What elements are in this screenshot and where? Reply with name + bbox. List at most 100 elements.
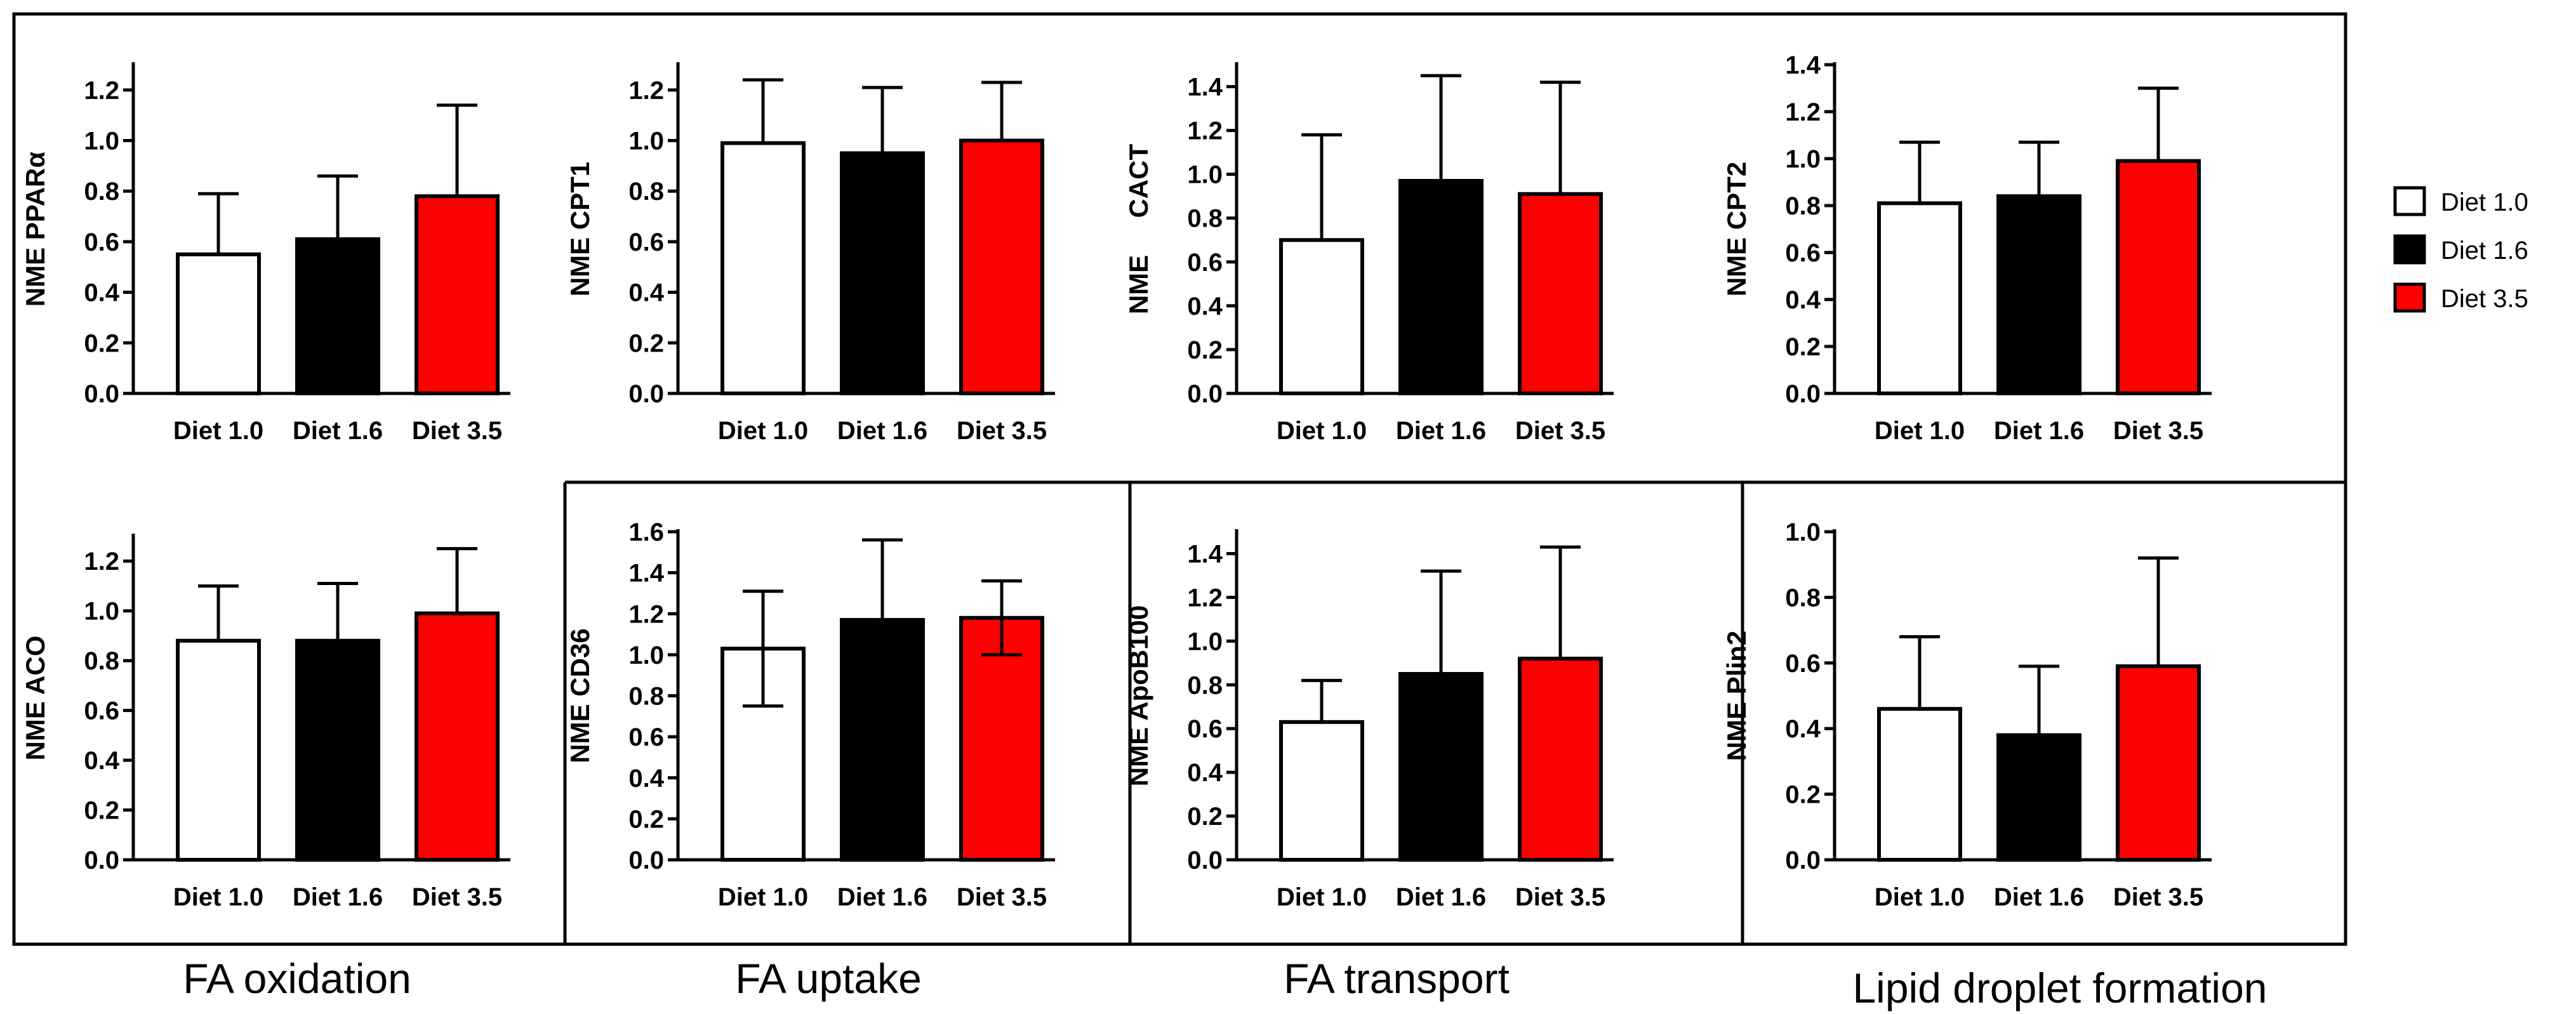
bar	[1877, 201, 1962, 395]
bar	[176, 252, 261, 395]
y-tick-label: 1.4	[628, 560, 664, 588]
charts: 0.0 0.2 0.4 0.6 0.8 1.0 1.2 NME PPARα Diet 1.0 Di…	[20, 51, 2212, 911]
y-tick-label: 0.2	[84, 329, 119, 357]
x-category-label: Diet 1.0	[173, 883, 263, 911]
x-category-label: Diet 1.6	[1396, 883, 1486, 911]
bar	[1279, 720, 1364, 862]
y-tick-label: 0.2	[1785, 781, 1821, 809]
bar	[2116, 159, 2201, 395]
y-tick-label: 1.4	[1187, 540, 1223, 568]
x-category-label: Diet 3.5	[2113, 417, 2203, 445]
y-tick-label: 0.8	[628, 178, 664, 206]
y-tick-label: 0.8	[84, 647, 119, 675]
y-tick-label: 0.6	[628, 228, 664, 256]
x-category-label: Diet 3.5	[957, 883, 1047, 911]
y-tick-label: 0.8	[628, 683, 664, 711]
legend-label-diet-1-0: Diet 1.0	[2441, 188, 2528, 216]
chart-4: 0.0 0.2 0.4 0.6 0.8 1.0 1.2 1.4 NME CPT2 Diet 1.0…	[1722, 51, 2212, 445]
bar	[176, 638, 261, 862]
y-tick-label: 0.6	[628, 723, 664, 751]
x-category-label: Diet 3.5	[957, 417, 1047, 445]
y-tick-label: 0.2	[628, 805, 664, 833]
y-tick-label: 1.0	[1187, 161, 1223, 189]
y-tick-label: 0.0	[84, 380, 119, 408]
y-tick-label: 0.0	[1785, 846, 1821, 874]
y-tick-label: 1.2	[84, 548, 119, 576]
group-label-fa-uptake: FA uptake	[735, 955, 922, 1002]
x-category-label: Diet 1.0	[1277, 883, 1367, 911]
y-tick-label: 1.0	[1785, 145, 1821, 173]
x-category-label: Diet 1.0	[173, 417, 263, 445]
x-category-label: Diet 1.6	[1994, 883, 2084, 911]
y-axis-label: NME PPARα	[20, 152, 50, 307]
y-tick-label: 1.0	[1187, 628, 1223, 655]
y-tick-label: 0.2	[1187, 336, 1223, 364]
y-tick-label: 0.6	[1785, 650, 1821, 678]
group-labels: FA oxidation FA uptake FA transport Lipi…	[183, 955, 2267, 1011]
bar	[2116, 664, 2201, 862]
bar	[1877, 707, 1962, 862]
y-tick-label: 1.2	[628, 77, 664, 105]
bar	[720, 141, 806, 395]
bar	[1518, 192, 1603, 395]
y-tick-label: 1.2	[84, 77, 119, 105]
y-tick-label: 0.6	[1187, 249, 1223, 277]
chart-6: 0.0 0.2 0.4 0.6 0.8 1.0 1.2 1.4 1.6 NME CD36 Diet …	[565, 518, 1055, 911]
bar	[840, 617, 925, 862]
bar	[1279, 238, 1364, 395]
y-tick-label: 0.0	[628, 380, 664, 408]
x-category-label: Diet 1.6	[293, 883, 383, 911]
y-tick-label: 1.2	[1785, 98, 1821, 126]
y-tick-label: 0.0	[1187, 846, 1223, 874]
y-tick-label: 0.0	[628, 846, 664, 874]
y-tick-label: 0.2	[1187, 803, 1223, 831]
y-tick-label: 1.4	[1785, 51, 1821, 79]
legend-label-diet-1-6: Diet 1.6	[2441, 237, 2528, 265]
y-tick-label: 1.2	[1187, 584, 1223, 612]
bar	[1398, 179, 1484, 395]
y-axis-label: NME CPT1	[565, 162, 595, 296]
y-axis-label: NME CPT2	[1722, 162, 1751, 296]
y-tick-label: 1.0	[1785, 518, 1821, 546]
y-tick-label: 1.0	[84, 598, 119, 626]
bar	[295, 638, 380, 862]
y-tick-label: 0.6	[1187, 715, 1223, 743]
y-tick-label: 0.8	[1187, 205, 1223, 233]
panel-frames	[12, 12, 2347, 946]
chart-2: 0.0 0.2 0.4 0.6 0.8 1.0 1.2 NME CPT1 Diet 1.0 Die…	[565, 62, 1055, 445]
y-tick-label: 0.6	[84, 228, 119, 256]
x-category-label: Diet 3.5	[2113, 883, 2203, 911]
bar	[1398, 672, 1484, 862]
y-tick-label: 1.2	[1187, 117, 1223, 145]
y-tick-label: 0.0	[1785, 380, 1821, 408]
y-tick-label: 0.4	[628, 279, 664, 307]
y-tick-label: 0.8	[1187, 671, 1223, 699]
x-category-label: Diet 1.0	[1875, 883, 1965, 911]
y-tick-label: 0.0	[84, 846, 119, 874]
bar	[415, 611, 500, 862]
x-category-label: Diet 1.6	[837, 883, 927, 911]
x-category-label: Diet 1.6	[837, 417, 927, 445]
bar	[1996, 194, 2081, 395]
y-tick-label: 1.2	[628, 600, 664, 628]
x-category-label: Diet 1.0	[718, 417, 808, 445]
y-tick-label: 0.6	[1785, 239, 1821, 267]
x-category-label: Diet 3.5	[1515, 883, 1605, 911]
chart-8: 0.0 0.2 0.4 0.6 0.8 1.0 NME Plin2 Diet 1.0 Diet …	[1722, 518, 2212, 911]
y-tick-label: 0.2	[628, 329, 664, 357]
y-axis-label: NME CD36	[565, 628, 595, 763]
x-category-label: Diet 1.0	[1875, 417, 1965, 445]
y-tick-label: 1.0	[84, 128, 119, 155]
x-category-label: Diet 3.5	[412, 883, 502, 911]
x-category-label: Diet 3.5	[1515, 417, 1605, 445]
y-tick-label: 1.0	[628, 128, 664, 155]
chart-5: 0.0 0.2 0.4 0.6 0.8 1.0 1.2 NME ACO Diet 1.0 Diet…	[20, 534, 510, 911]
y-tick-label: 1.6	[628, 518, 664, 546]
x-category-label: Diet 1.6	[1994, 417, 2084, 445]
y-tick-label: 1.0	[628, 642, 664, 669]
bar	[1996, 733, 2081, 862]
y-tick-label: 0.0	[1187, 380, 1223, 408]
bar	[840, 151, 925, 395]
y-tick-label: 0.8	[1785, 192, 1821, 220]
